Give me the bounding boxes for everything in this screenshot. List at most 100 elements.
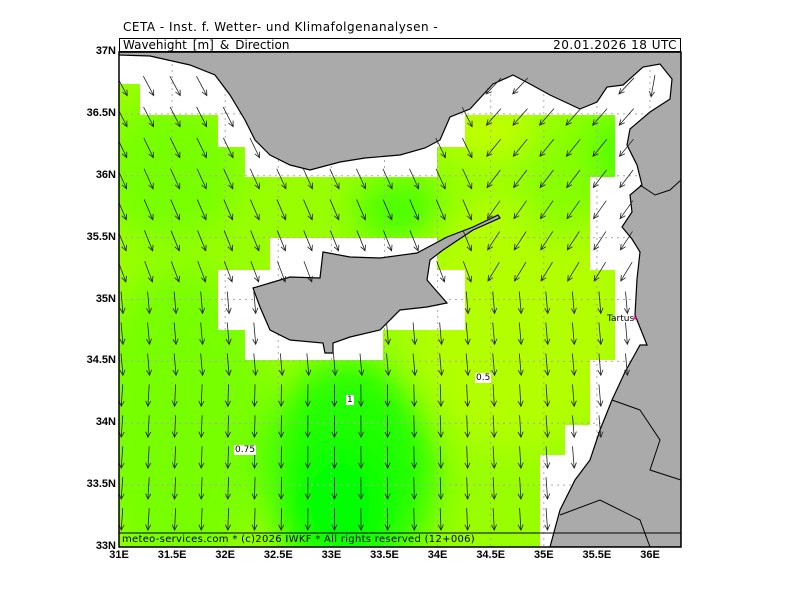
wave-direction-arrow: [358, 353, 365, 377]
wave-direction-arrow: [356, 168, 367, 190]
wave-direction-arrow: [597, 291, 604, 315]
wave-direction-arrow: [358, 477, 364, 501]
wave-direction-arrow: [225, 446, 231, 470]
wave-direction-arrow: [517, 353, 524, 377]
city-marker: [633, 316, 637, 320]
wave-direction-arrow: [517, 384, 524, 408]
wave-direction-arrow: [385, 322, 391, 346]
wave-direction-arrow: [513, 200, 527, 220]
land-turkey-syria-lebanon: [119, 52, 681, 547]
valid-time: 20.01.2026 18 UTC: [553, 38, 677, 52]
wave-direction-arrow: [222, 106, 234, 128]
wave-direction-arrow: [437, 477, 444, 501]
wave-direction-arrow: [252, 322, 259, 346]
wave-direction-arrow: [512, 77, 529, 95]
wave-direction-arrow: [435, 168, 446, 190]
wave-direction-arrow: [623, 291, 630, 315]
wave-direction-arrow: [223, 168, 234, 190]
wave-direction-arrow: [512, 139, 528, 158]
wave-direction-arrow: [119, 110, 128, 128]
wave-direction-arrow: [570, 415, 577, 439]
wave-direction-arrow: [592, 108, 608, 126]
wave-direction-arrow: [462, 261, 472, 283]
wave-direction-arrow: [119, 291, 126, 315]
wave-direction-arrow: [119, 79, 128, 97]
wave-direction-arrow: [145, 446, 152, 470]
wave-direction-arrow: [411, 384, 418, 408]
wave-direction-arrow: [199, 353, 206, 377]
wave-direction-arrow: [539, 200, 554, 220]
wave-direction-arrow: [384, 415, 391, 439]
wave-direction-arrow: [411, 322, 418, 346]
wave-direction-arrow: [143, 199, 154, 221]
wave-direction-arrow: [331, 446, 338, 470]
wave-direction-arrow: [544, 353, 551, 377]
wave-direction-arrow: [278, 446, 285, 470]
wave-direction-arrow: [517, 291, 524, 315]
wave-direction-arrow: [170, 261, 180, 283]
contour-label: 1: [346, 395, 354, 405]
lon-tick-label: 35.5E: [582, 549, 612, 561]
wave-direction-arrow: [592, 139, 608, 158]
wave-direction-arrow: [485, 77, 502, 95]
wave-direction-arrow: [278, 384, 285, 408]
wave-direction-arrow: [196, 106, 208, 128]
wave-direction-arrow: [491, 353, 498, 377]
wave-direction-arrow: [593, 261, 606, 282]
lon-tick-label: 32.5E: [263, 549, 293, 561]
wave-direction-arrow: [252, 353, 259, 377]
wave-direction-arrow: [384, 446, 391, 470]
wave-direction-arrow: [437, 446, 444, 470]
wave-direction-arrow: [464, 384, 471, 408]
wave-direction-arrow: [464, 508, 471, 531]
wave-direction-arrow: [358, 415, 364, 439]
wave-direction-arrow: [170, 230, 181, 252]
wave-direction-arrow: [199, 322, 206, 346]
wave-direction-arrow: [544, 446, 551, 470]
wave-direction-arrow: [223, 137, 234, 159]
wave-direction-arrow: [196, 76, 208, 97]
wave-direction-arrow: [251, 384, 258, 408]
lon-tick-label: 36E: [640, 549, 660, 561]
wave-direction-arrow: [196, 199, 207, 221]
wave-direction-arrow: [225, 384, 231, 408]
wave-direction-arrow: [517, 415, 524, 439]
wave-direction-arrow: [145, 508, 152, 531]
wave-direction-arrow: [358, 384, 364, 408]
wave-direction-arrow: [517, 508, 524, 531]
wave-direction-arrow: [597, 322, 604, 346]
wave-direction-arrow: [171, 477, 178, 501]
wave-direction-arrow: [356, 230, 366, 252]
wave-direction-arrow: [278, 477, 285, 501]
wave-direction-arrow: [225, 322, 232, 346]
wave-direction-arrow: [491, 322, 498, 346]
wave-direction-arrow: [618, 139, 634, 158]
wave-direction-arrow: [252, 291, 259, 315]
wave-direction-arrow: [276, 168, 287, 190]
lat-tick-label: 33N: [95, 540, 116, 552]
wave-direction-arrow: [409, 230, 419, 252]
wave-direction-arrow: [623, 353, 630, 377]
wave-direction-arrow: [409, 168, 420, 190]
wave-direction-arrow: [225, 477, 231, 501]
wave-direction-arrow: [251, 508, 258, 531]
wave-direction-arrow: [145, 477, 152, 501]
wave-direction-arrow: [303, 230, 313, 252]
wave-direction-arrow: [170, 168, 181, 190]
wave-direction-arrow: [462, 199, 473, 221]
wave-direction-arrow: [197, 230, 207, 252]
wave-direction-arrow: [570, 322, 577, 346]
wave-direction-arrow: [276, 230, 287, 252]
wave-direction-arrow: [358, 508, 364, 531]
wave-direction-arrow: [597, 384, 604, 408]
wave-direction-arrow: [278, 353, 285, 377]
wave-direction-arrow: [304, 415, 311, 439]
wave-direction-arrow: [411, 477, 418, 501]
wave-direction-arrow: [249, 137, 260, 159]
wave-direction-arrow: [409, 199, 420, 221]
wave-direction-arrow: [464, 322, 471, 346]
wave-direction-arrow: [172, 322, 179, 346]
wave-direction-arrow: [544, 322, 551, 346]
border-line: [639, 179, 681, 196]
